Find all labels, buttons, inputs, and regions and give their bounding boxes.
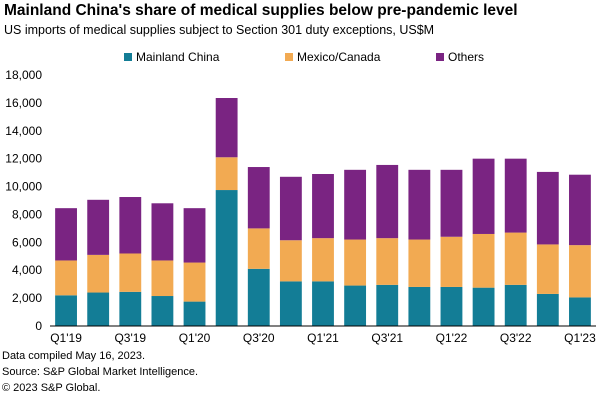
bar-mexico-canada-q2-22 (472, 233, 495, 288)
bar-others-q2-21 (344, 169, 367, 240)
bar-mexico-canada-q4-20 (279, 240, 302, 282)
y-tick-label-10-000: 10,000 (5, 180, 42, 194)
x-tick-label-q1-20: Q1'20 (179, 331, 211, 345)
y-tick-label-8-000: 8,000 (12, 207, 42, 221)
bar-mainland-china-q3-20 (247, 268, 270, 326)
x-tick-label-q3-20: Q3'20 (243, 331, 275, 345)
bar-others-q1-19 (55, 208, 77, 261)
bar-others-q1-23 (569, 174, 591, 246)
footer-source: Source: S&P Global Market Intelligence. (2, 366, 199, 378)
bar-mexico-canada-q1-19 (55, 260, 77, 296)
x-tick-label-q1-21: Q1'21 (307, 331, 339, 345)
bar-others-q3-21 (376, 164, 399, 239)
bar-mexico-canada-q1-22 (440, 236, 463, 287)
bar-others-q2-20 (215, 98, 238, 158)
bar-mexico-canada-q1-23 (569, 245, 591, 298)
bar-mexico-canada-q1-20 (183, 262, 206, 302)
bar-mainland-china-q2-21 (344, 285, 367, 326)
bar-mainland-china-q4-20 (279, 281, 302, 326)
bar-mexico-canada-q3-21 (376, 238, 399, 285)
chart-subtitle: US imports of medical supplies subject t… (4, 23, 435, 37)
bar-mexico-canada-q3-22 (504, 232, 527, 285)
footer-data-compiled: Data compiled May 16, 2023. (2, 350, 146, 362)
y-tick-label-2-000: 2,000 (12, 291, 42, 305)
legend-swatch-mainland-china (124, 53, 132, 61)
y-tick-label-6-000: 6,000 (12, 235, 42, 249)
y-tick-label-16-000: 16,000 (5, 96, 42, 110)
bar-mainland-china-q3-19 (119, 291, 142, 326)
legend-swatch-others (436, 53, 444, 61)
bar-mainland-china-q1-22 (440, 286, 463, 326)
bar-others-q1-20 (183, 208, 206, 263)
y-tick-label-4-000: 4,000 (12, 263, 42, 277)
legend-swatch-mexico-canada (285, 53, 293, 61)
bar-others-q4-20 (279, 176, 302, 241)
bar-mainland-china-q1-23 (569, 297, 591, 326)
bar-others-q3-19 (119, 197, 142, 254)
y-tick-label-18-000: 18,000 (5, 68, 42, 82)
bar-others-q3-20 (247, 167, 270, 229)
footer-copyright: © 2023 S&P Global. (2, 382, 101, 394)
bar-mainland-china-q3-22 (504, 284, 527, 326)
bar-others-q4-22 (536, 171, 559, 245)
x-tick-label-q3-22: Q3'22 (500, 331, 532, 345)
bar-mainland-china-q1-19 (55, 295, 77, 326)
bar-mexico-canada-q4-19 (151, 260, 174, 297)
bar-mexico-canada-q2-21 (344, 239, 367, 286)
legend-label-mexico-canada: Mexico/Canada (297, 50, 381, 64)
bar-mainland-china-q4-22 (536, 293, 559, 326)
bar-mexico-canada-q1-21 (312, 238, 334, 282)
bar-mexico-canada-q3-19 (119, 253, 142, 292)
legend-label-others: Others (448, 50, 484, 64)
bar-mainland-china-q4-21 (408, 286, 431, 326)
bar-others-q1-21 (312, 174, 334, 239)
bar-mexico-canada-q4-21 (408, 239, 431, 287)
bar-others-q2-22 (472, 158, 495, 234)
bar-others-q4-19 (151, 203, 174, 261)
bar-others-q3-22 (504, 158, 527, 233)
bar-mexico-canada-q2-20 (215, 157, 238, 191)
x-tick-label-q1-22: Q1'22 (436, 331, 468, 345)
y-tick-label-14-000: 14,000 (5, 124, 42, 138)
x-tick-label-q3-19: Q3'19 (114, 331, 146, 345)
x-tick-label-q1-19: Q1'19 (50, 331, 82, 345)
bar-mexico-canada-q3-20 (247, 228, 270, 269)
bar-mainland-china-q2-22 (472, 287, 495, 326)
bar-others-q2-19 (87, 199, 110, 255)
bar-mainland-china-q2-20 (215, 190, 238, 326)
bar-others-q4-21 (408, 169, 431, 240)
bar-mainland-china-q1-21 (312, 281, 334, 326)
legend-label-mainland-china: Mainland China (136, 50, 220, 64)
bar-mainland-china-q3-21 (376, 284, 399, 326)
x-tick-label-q1-23: Q1'23 (564, 331, 596, 345)
bar-mainland-china-q1-20 (183, 301, 206, 326)
bar-others-q1-22 (440, 169, 463, 237)
y-tick-label-0: 0 (35, 319, 42, 333)
bar-mexico-canada-q4-22 (536, 244, 559, 294)
bar-mexico-canada-q2-19 (87, 254, 110, 293)
bar-mainland-china-q2-19 (87, 292, 110, 326)
bar-mainland-china-q4-19 (151, 296, 174, 326)
x-tick-label-q3-21: Q3'21 (371, 331, 403, 345)
chart-title: Mainland China's share of medical suppli… (4, 2, 518, 19)
y-tick-label-12-000: 12,000 (5, 152, 42, 166)
